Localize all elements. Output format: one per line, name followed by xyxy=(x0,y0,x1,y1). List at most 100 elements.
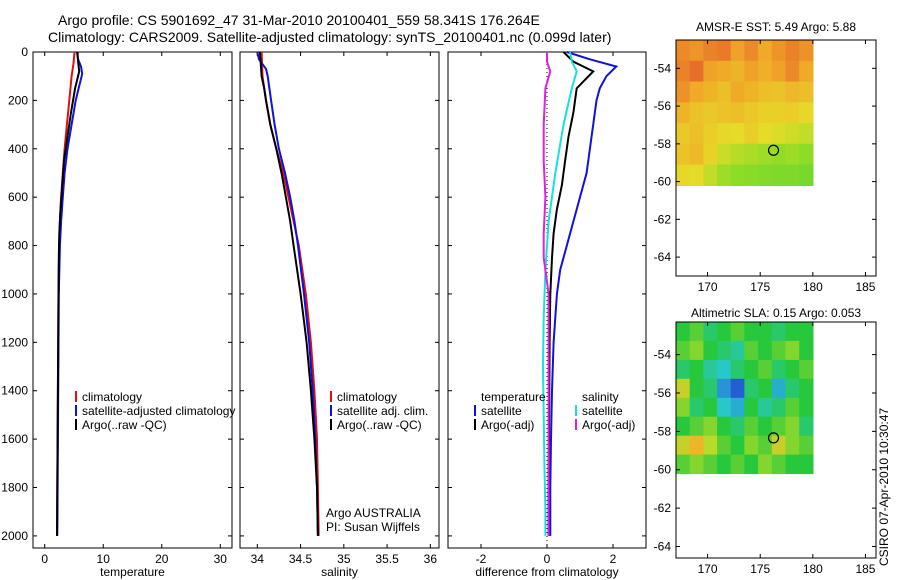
heatmap-cell xyxy=(785,454,800,475)
heatmap-cell xyxy=(703,102,718,124)
heatmap-cell xyxy=(785,340,800,361)
map-frame-outline xyxy=(675,39,877,277)
heatmap-cell xyxy=(799,40,814,62)
heatmap-cell xyxy=(676,81,691,103)
heatmap-cell xyxy=(758,359,773,380)
y-tick-label: 1000 xyxy=(1,287,28,301)
y-tick-label: -64 xyxy=(654,539,672,553)
heatmap-cell xyxy=(717,40,732,62)
legend-header: temperature xyxy=(481,390,546,404)
heatmap-cell xyxy=(758,378,773,399)
heatmap-cell xyxy=(703,416,718,437)
y-tick-label: -64 xyxy=(654,250,672,264)
heatmap-cell xyxy=(758,454,773,475)
heatmap-cell xyxy=(758,123,773,145)
heatmap-cell xyxy=(771,60,787,83)
heatmap-cell xyxy=(717,164,732,186)
heatmap-cell xyxy=(689,378,704,399)
heatmap-cell xyxy=(785,60,800,83)
heatmap-cell xyxy=(744,123,759,145)
map-title: Altimetric SLA: 0.15 Argo: 0.053 xyxy=(691,306,861,320)
heatmap-cell xyxy=(689,123,704,145)
series-line xyxy=(542,52,552,536)
heatmap-cell xyxy=(676,359,691,380)
x-tick-label: 36 xyxy=(424,552,438,566)
heatmap-cell xyxy=(717,435,732,456)
heatmap-cell xyxy=(703,164,718,186)
heatmap-cell xyxy=(717,416,732,437)
heatmap-cell xyxy=(744,359,759,380)
heatmap-cell xyxy=(703,435,718,456)
y-tick-label: -54 xyxy=(654,61,672,75)
heatmap-cell xyxy=(744,416,759,437)
map-title: AMSR-E SST: 5.49 Argo: 5.88 xyxy=(696,20,856,34)
heatmap-cell xyxy=(799,322,814,342)
heatmap-cell xyxy=(689,164,704,186)
heatmap-cell xyxy=(758,164,773,186)
heatmap-cell xyxy=(785,102,800,124)
heatmap-cell xyxy=(703,397,718,418)
heatmap-cell xyxy=(771,454,787,475)
x-tick-label: 175 xyxy=(750,562,770,576)
heatmap-cell xyxy=(689,102,704,124)
heatmap-cell xyxy=(771,340,787,361)
heatmap-cell xyxy=(676,164,691,186)
x-tick-label: -2 xyxy=(476,552,487,566)
heatmap-cell xyxy=(744,102,759,124)
series-line xyxy=(541,51,578,536)
heatmap-cell xyxy=(676,143,691,166)
y-tick-label: 1200 xyxy=(1,335,28,349)
figure-title-line1: Argo profile: CS 5901692_47 31-Mar-2010 … xyxy=(58,12,540,28)
heatmap-cell xyxy=(758,102,773,124)
heatmap-cell xyxy=(676,435,691,456)
y-tick-label: -62 xyxy=(654,501,672,515)
y-tick-label: -54 xyxy=(654,348,672,362)
heatmap-cell xyxy=(744,60,759,83)
x-tick-label: 185 xyxy=(855,280,875,294)
heatmap-cell xyxy=(730,416,745,437)
heatmap-cell xyxy=(676,322,691,342)
y-tick-label: 200 xyxy=(8,93,28,107)
x-tick-label: 10 xyxy=(97,552,111,566)
heatmap-cell xyxy=(689,40,704,62)
y-tick-label: -60 xyxy=(654,175,672,189)
heatmap-cell xyxy=(730,164,745,186)
legend-label: Argo(..raw -QC) xyxy=(82,418,167,432)
heatmap-cell xyxy=(717,123,732,145)
heatmap-cell xyxy=(730,435,745,456)
heatmap-cell xyxy=(689,416,704,437)
heatmap-cell xyxy=(785,359,800,380)
heatmap-cell xyxy=(799,102,814,124)
heatmap-cell xyxy=(717,454,732,475)
heatmap-cell xyxy=(703,81,718,103)
heatmap-cell xyxy=(730,102,745,124)
heatmap-cell xyxy=(676,340,691,361)
heatmap-cell xyxy=(771,40,787,62)
y-tick-label: 2000 xyxy=(1,529,28,543)
x-tick-label: 0 xyxy=(544,552,551,566)
heatmap-cell xyxy=(717,102,732,124)
heatmap-cell xyxy=(785,40,800,62)
y-tick-label: -60 xyxy=(654,463,672,477)
heatmap-cell xyxy=(799,81,814,103)
argo-position-marker xyxy=(767,432,780,444)
heatmap-cell xyxy=(771,322,787,342)
heatmap-cell xyxy=(717,81,732,103)
heatmap-cell xyxy=(744,397,759,418)
annotation-label: PI: Susan Wijffels xyxy=(326,520,420,534)
heatmap-cell xyxy=(676,102,691,124)
x-tick-label: 185 xyxy=(855,562,875,576)
heatmap-cell xyxy=(771,397,787,418)
heatmap-cell xyxy=(799,123,814,145)
heatmap-cell xyxy=(785,164,800,186)
heatmap-cell xyxy=(758,340,773,361)
heatmap-cell xyxy=(771,143,787,166)
heatmap-cell xyxy=(744,164,759,186)
y-tick-label: -62 xyxy=(654,212,672,226)
x-tick-label: 175 xyxy=(750,280,770,294)
heatmap-cell xyxy=(703,322,718,342)
salinity-profile-plot: 34 34.5 35 35.5 36 salinity climatologysatelli… xyxy=(239,51,440,579)
heatmap-cell xyxy=(758,435,773,456)
